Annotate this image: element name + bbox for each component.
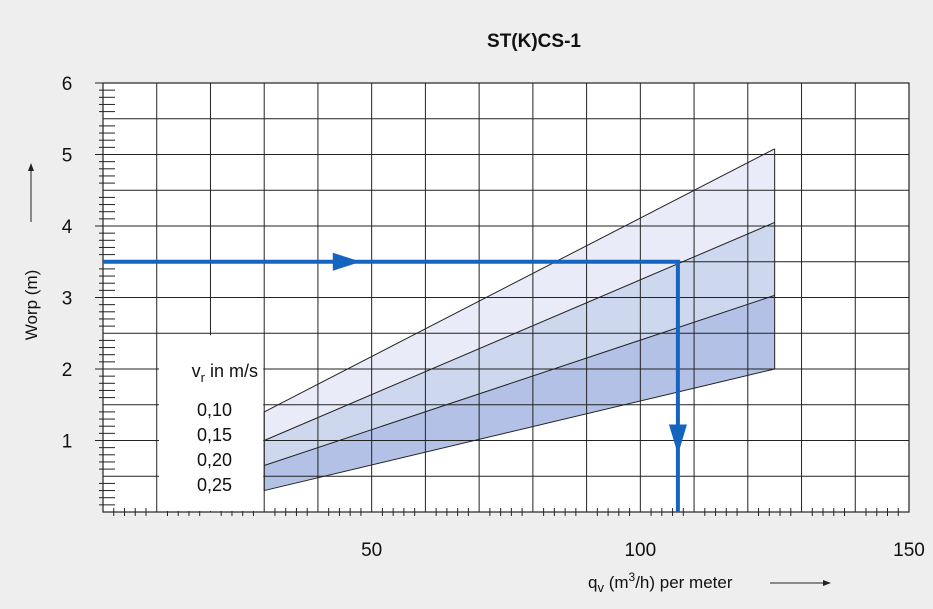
legend-title-main: v bbox=[192, 361, 201, 381]
y-tick-label: 6 bbox=[62, 74, 73, 95]
labels-layer: ST(K)CS-1 Worp (m) qv (m3/h) per meter bbox=[22, 31, 831, 595]
y-axis-arrow-head bbox=[28, 163, 34, 171]
ticks-layer: 1 2 3 4 5 6 50 100 150 bbox=[62, 74, 925, 561]
y-tick-label: 5 bbox=[62, 146, 73, 167]
legend-entry: 0,10 bbox=[197, 400, 232, 420]
y-tick-label: 1 bbox=[62, 432, 73, 453]
example-reading-path bbox=[103, 252, 687, 512]
legend-title-unit: in m/s bbox=[205, 361, 258, 381]
x-tick-label: 50 bbox=[361, 540, 382, 561]
x-axis-label-main: q bbox=[588, 573, 597, 592]
legend-entry: 0,15 bbox=[197, 425, 232, 445]
series-line-0-25 bbox=[264, 368, 775, 492]
legend-background bbox=[159, 335, 264, 511]
series-line-0-20 bbox=[264, 294, 775, 466]
x-tick-label: 150 bbox=[893, 540, 925, 561]
x-axis-label-superscript: 3 bbox=[629, 570, 636, 584]
x-axis-label-unit-close: /h) per meter bbox=[635, 573, 733, 592]
x-axis-label-subscript: v bbox=[597, 580, 604, 595]
legend-entry: 0,20 bbox=[197, 450, 232, 470]
band-0-20 bbox=[264, 295, 775, 491]
y-tick-label: 4 bbox=[62, 217, 73, 238]
legend-entry: 0,25 bbox=[197, 475, 232, 495]
y-tick-label: 2 bbox=[62, 360, 73, 381]
reading-arrow-down bbox=[668, 424, 687, 455]
series-line-0-10 bbox=[263, 148, 775, 413]
x-axis-label-unit-open: (m bbox=[604, 573, 629, 592]
band-0-10 bbox=[264, 148, 775, 441]
x-axis-label: qv (m3/h) per meter bbox=[588, 570, 733, 595]
series-line-0-15 bbox=[264, 221, 775, 441]
chart-title: ST(K)CS-1 bbox=[487, 31, 581, 52]
series-lines-layer bbox=[263, 148, 776, 492]
legend-title: vr in m/s bbox=[192, 361, 258, 385]
legend-layer: vr in m/s 0,10 0,15 0,20 0,25 bbox=[159, 335, 264, 511]
legend-title-subscript: r bbox=[201, 370, 206, 385]
y-axis-label: Worp (m) bbox=[22, 270, 41, 341]
reading-arrow-right bbox=[332, 252, 361, 271]
x-axis-arrow-head bbox=[823, 580, 831, 586]
y-tick-label: 3 bbox=[62, 289, 73, 310]
x-tick-label: 100 bbox=[624, 540, 656, 561]
